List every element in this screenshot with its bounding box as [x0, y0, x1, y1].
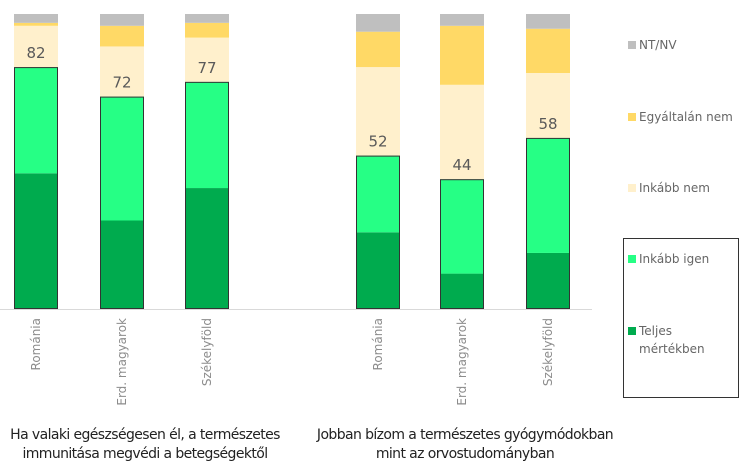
- legend-swatch: [628, 41, 636, 49]
- bar-segment-egy-ltal-n-nem: [440, 25, 484, 85]
- bar-segment-nt-nv: [356, 14, 400, 32]
- category-label: Székelyföld: [200, 318, 214, 386]
- panel-title-2: Jobban bízom a természetes gyógymódokban…: [316, 427, 614, 462]
- bar-segment-ink-bb-nem: [100, 46, 144, 97]
- category-label: Erd. magyarok: [455, 318, 469, 406]
- panel-title-1: Ha valaki egészségesen él, a természetes…: [10, 427, 280, 462]
- legend-label: NT/NV: [639, 38, 677, 52]
- data-label: 82: [26, 44, 45, 62]
- bar-segment-egy-ltal-n-nem: [526, 28, 570, 73]
- bar-segment-ink-bb-igen: [185, 81, 229, 189]
- legend-swatch: [628, 327, 636, 335]
- bar-positive-outline: [526, 137, 570, 309]
- category-label: Székelyföld: [541, 318, 555, 386]
- bar-segment-ink-bb-igen: [356, 155, 400, 233]
- legend-label: Inkább nem: [639, 181, 710, 195]
- legend-label: Inkább igen: [639, 252, 710, 266]
- bar-segment-egy-ltal-n-nem: [14, 22, 58, 26]
- bar-positive-outline: [100, 96, 144, 309]
- bar-segment-egy-ltal-n-nem: [100, 25, 144, 47]
- legend-label: Egyáltalán nem: [639, 110, 733, 124]
- bar-segment-nt-nv: [440, 14, 484, 26]
- bar-positive-outline: [14, 67, 58, 309]
- data-label: 58: [538, 115, 557, 133]
- bar-segment-nt-nv: [100, 14, 144, 26]
- legend-item-inkabb-nem: Inkább nem: [628, 179, 710, 197]
- bar-segment-teljes-m-rt-kben: [440, 273, 484, 309]
- category-label: Románia: [371, 318, 385, 370]
- data-label: 52: [368, 133, 387, 151]
- bar-segment-nt-nv: [14, 14, 58, 23]
- bar-segment-ink-bb-igen: [14, 67, 58, 174]
- bar-segment-teljes-m-rt-kben: [185, 188, 229, 309]
- legend-swatch: [628, 113, 636, 121]
- bar-positive-outline: [440, 179, 484, 309]
- legend-label: Teljes mértékben: [639, 324, 705, 356]
- bar-segment-egy-ltal-n-nem: [185, 22, 229, 38]
- bar-segment-ink-bb-igen: [100, 96, 144, 221]
- bar-segment-egy-ltal-n-nem: [356, 31, 400, 68]
- category-label: Erd. magyarok: [115, 318, 129, 406]
- bar-segment-nt-nv: [185, 14, 229, 23]
- legend-swatch: [628, 255, 636, 263]
- legend-swatch: [628, 184, 636, 192]
- bar-segment-teljes-m-rt-kben: [100, 220, 144, 309]
- legend-item-inkabb-igen: Inkább igen: [628, 250, 709, 268]
- data-label: 77: [197, 59, 216, 77]
- bar-segment-ink-bb-nem: [526, 73, 570, 138]
- legend-highlight-box: [623, 238, 739, 398]
- bar-segment-ink-bb-nem: [356, 67, 400, 156]
- category-label: Románia: [29, 318, 43, 370]
- legend-item-egyaltalan-nem: Egyáltalán nem: [628, 108, 733, 126]
- bar-segment-nt-nv: [526, 14, 570, 29]
- legend-item-teljes-mertekben: Teljes mértékben: [628, 322, 705, 358]
- bar-segment-ink-bb-igen: [526, 137, 570, 253]
- bar-segment-ink-bb-nem: [14, 25, 58, 68]
- legend-item-nt-nv: NT/NV: [628, 36, 677, 54]
- bar-segment-teljes-m-rt-kben: [356, 232, 400, 309]
- bar-segment-ink-bb-igen: [440, 179, 484, 274]
- bar-positive-outline: [356, 155, 400, 309]
- data-label: 72: [112, 74, 131, 92]
- bar-positive-outline: [185, 81, 229, 309]
- bar-segment-teljes-m-rt-kben: [14, 173, 58, 309]
- data-label: 44: [452, 156, 471, 174]
- bar-segment-teljes-m-rt-kben: [526, 252, 570, 309]
- bar-segment-ink-bb-nem: [185, 37, 229, 82]
- bar-segment-ink-bb-nem: [440, 84, 484, 180]
